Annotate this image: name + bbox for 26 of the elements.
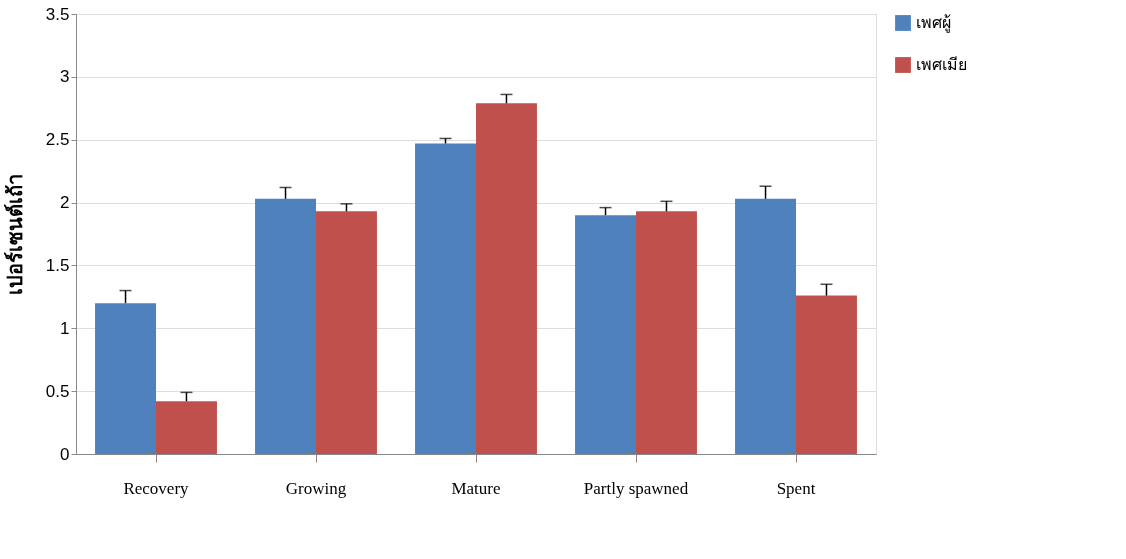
bar: [255, 198, 316, 454]
bar: [575, 215, 636, 454]
bar: [95, 303, 156, 454]
y-tick-label: 3: [60, 67, 70, 87]
x-tick-label: Mature: [451, 478, 501, 498]
x-tick-label: Partly spawned: [583, 478, 689, 498]
bar: [735, 198, 796, 454]
bar: [476, 103, 537, 454]
x-tick-label: Spent: [776, 478, 816, 498]
bar: [316, 211, 377, 454]
y-tick-label: 0.5: [45, 381, 70, 401]
bar: [636, 211, 697, 454]
y-tick-label: 0: [60, 444, 70, 464]
bar: [796, 295, 857, 454]
bar: [415, 143, 476, 454]
y-tick-label: 3.5: [45, 4, 70, 24]
y-tick-label: 1: [60, 318, 70, 338]
y-tick-label: 1.5: [45, 255, 70, 275]
bar: [156, 401, 217, 454]
x-tick-label: Growing: [285, 478, 347, 498]
y-tick-label: 2: [60, 193, 70, 213]
x-tick-label: Recovery: [123, 478, 190, 498]
legend-label: เพศเมีย: [916, 55, 967, 74]
y-axis-title: เปอร์เซนต์เถ้า: [2, 174, 27, 295]
y-tick-label: 2.5: [45, 130, 70, 150]
legend-label: เพศผู้: [916, 13, 951, 33]
